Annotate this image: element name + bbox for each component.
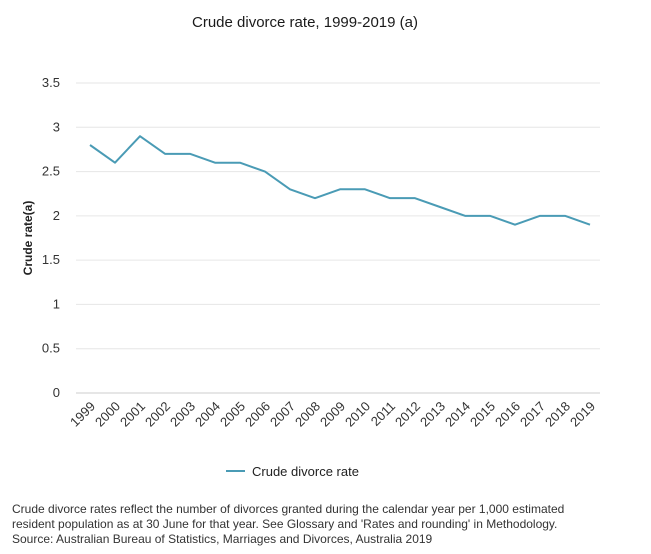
x-tick-label: 2007 [267, 399, 298, 430]
x-tick-label: 2008 [292, 399, 323, 430]
x-axis-ticks: 1999200020012002200320042005200620072008… [67, 399, 598, 430]
footnote-source: Source: Australian Bureau of Statistics,… [12, 532, 433, 546]
footnote: Crude divorce rates reflect the number o… [12, 502, 642, 547]
legend-label-crude-divorce-rate: Crude divorce rate [252, 464, 359, 479]
y-tick-label: 0 [53, 385, 60, 400]
x-tick-label: 2011 [368, 399, 398, 429]
data-point[interactable] [412, 195, 418, 201]
x-tick-label: 2019 [567, 399, 598, 430]
data-point[interactable] [312, 195, 318, 201]
x-tick-label: 2004 [192, 399, 223, 430]
x-tick-label: 2005 [217, 399, 248, 430]
data-point[interactable] [137, 133, 143, 139]
x-tick-label: 2018 [542, 399, 573, 430]
gridlines [76, 82, 600, 394]
x-tick-label: 2000 [92, 399, 123, 430]
data-point[interactable] [362, 186, 368, 192]
data-point[interactable] [512, 222, 518, 228]
y-tick-label: 3.5 [42, 75, 60, 90]
data-point[interactable] [212, 160, 218, 166]
data-point[interactable] [537, 213, 543, 219]
data-point[interactable] [387, 195, 393, 201]
series-layer [87, 133, 593, 228]
data-point[interactable] [462, 213, 468, 219]
y-tick-label: 0.5 [42, 341, 60, 356]
y-axis-label: Crude rate(a) [21, 201, 35, 276]
data-point[interactable] [437, 204, 443, 210]
footnote-line-2: resident population as at 30 June for th… [12, 517, 558, 531]
x-tick-label: 2009 [317, 399, 348, 430]
y-tick-label: 2 [53, 208, 60, 223]
x-tick-label: 2002 [142, 399, 173, 430]
chart-title: Crude divorce rate, 1999-2019 (a) [192, 14, 418, 31]
y-tick-label: 3 [53, 119, 60, 134]
y-tick-label: 1 [53, 296, 60, 311]
data-point[interactable] [87, 142, 93, 148]
x-tick-label: 2001 [117, 399, 148, 430]
x-tick-label: 2006 [242, 399, 273, 430]
x-tick-label: 2015 [467, 399, 498, 430]
data-point[interactable] [237, 160, 243, 166]
legend[interactable]: Crude divorce rate [226, 464, 359, 479]
y-axis-ticks: 0 0.5 1 1.5 2 2.5 3 3.5 [42, 75, 60, 400]
y-tick-label: 1.5 [42, 252, 60, 267]
data-point[interactable] [287, 186, 293, 192]
x-tick-label: 1999 [67, 399, 98, 430]
x-tick-label: 2013 [417, 399, 448, 430]
x-tick-label: 2012 [392, 399, 423, 430]
data-point[interactable] [487, 213, 493, 219]
data-point[interactable] [187, 151, 193, 157]
data-point[interactable] [587, 222, 593, 228]
footnote-line-1: Crude divorce rates reflect the number o… [12, 502, 565, 516]
data-point[interactable] [162, 151, 168, 157]
x-tick-label: 2017 [517, 399, 548, 430]
series-line-crude-divorce-rate[interactable] [89, 135, 591, 226]
data-point[interactable] [562, 213, 568, 219]
y-tick-label: 2.5 [42, 164, 60, 179]
x-tick-label: 2010 [342, 399, 373, 430]
x-tick-label: 2016 [492, 399, 523, 430]
data-point[interactable] [112, 160, 118, 166]
data-point[interactable] [337, 186, 343, 192]
x-tick-label: 2003 [167, 399, 198, 430]
x-tick-label: 2014 [442, 399, 473, 430]
data-point[interactable] [262, 169, 268, 175]
chart-area: 00.511.522.533.5 19992000200120022003200… [21, 75, 600, 479]
